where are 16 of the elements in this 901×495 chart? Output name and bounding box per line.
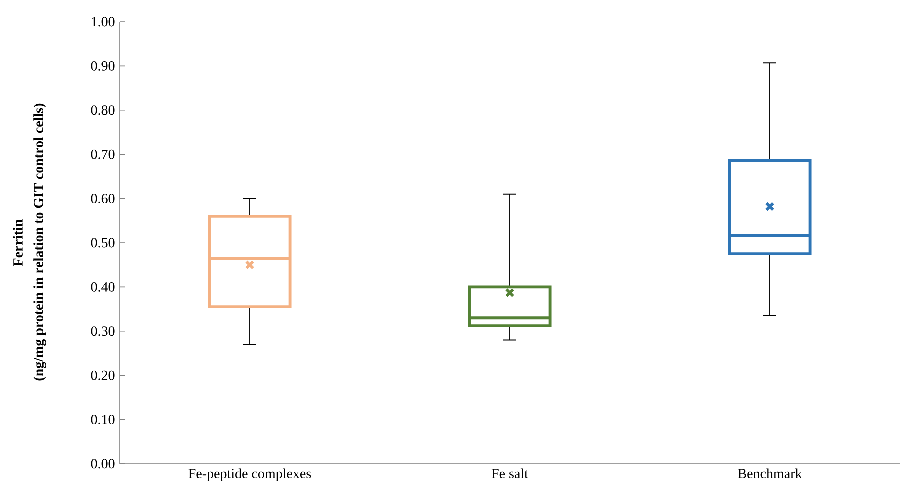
y-tick-label: 1.00: [92, 17, 115, 27]
x-tick-label: Benchmark: [738, 468, 802, 479]
x-tick-label: Fe-peptide complexes: [188, 468, 312, 482]
y-tick-label: 0.40: [91, 282, 115, 292]
y-tick-label: 0.20: [91, 370, 115, 380]
y-tick-label: 0.80: [91, 106, 115, 116]
text: (ng/mg protein in relation to GIT control cells): [34, 104, 46, 381]
x-tick-label: Fe salt: [492, 468, 528, 479]
y-tick-label: 0.00: [91, 459, 115, 469]
y-tick-label: 0.50: [91, 238, 115, 248]
y-tick-label: 0.70: [91, 150, 115, 160]
y-tick-label: 0.10: [91, 415, 115, 425]
y-axis-title: Ferritin: [13, 219, 23, 266]
y-tick-label: 0.90: [91, 61, 115, 71]
y-tick-label: 0.60: [91, 194, 115, 204]
y-tick-label: 0.30: [91, 326, 115, 336]
